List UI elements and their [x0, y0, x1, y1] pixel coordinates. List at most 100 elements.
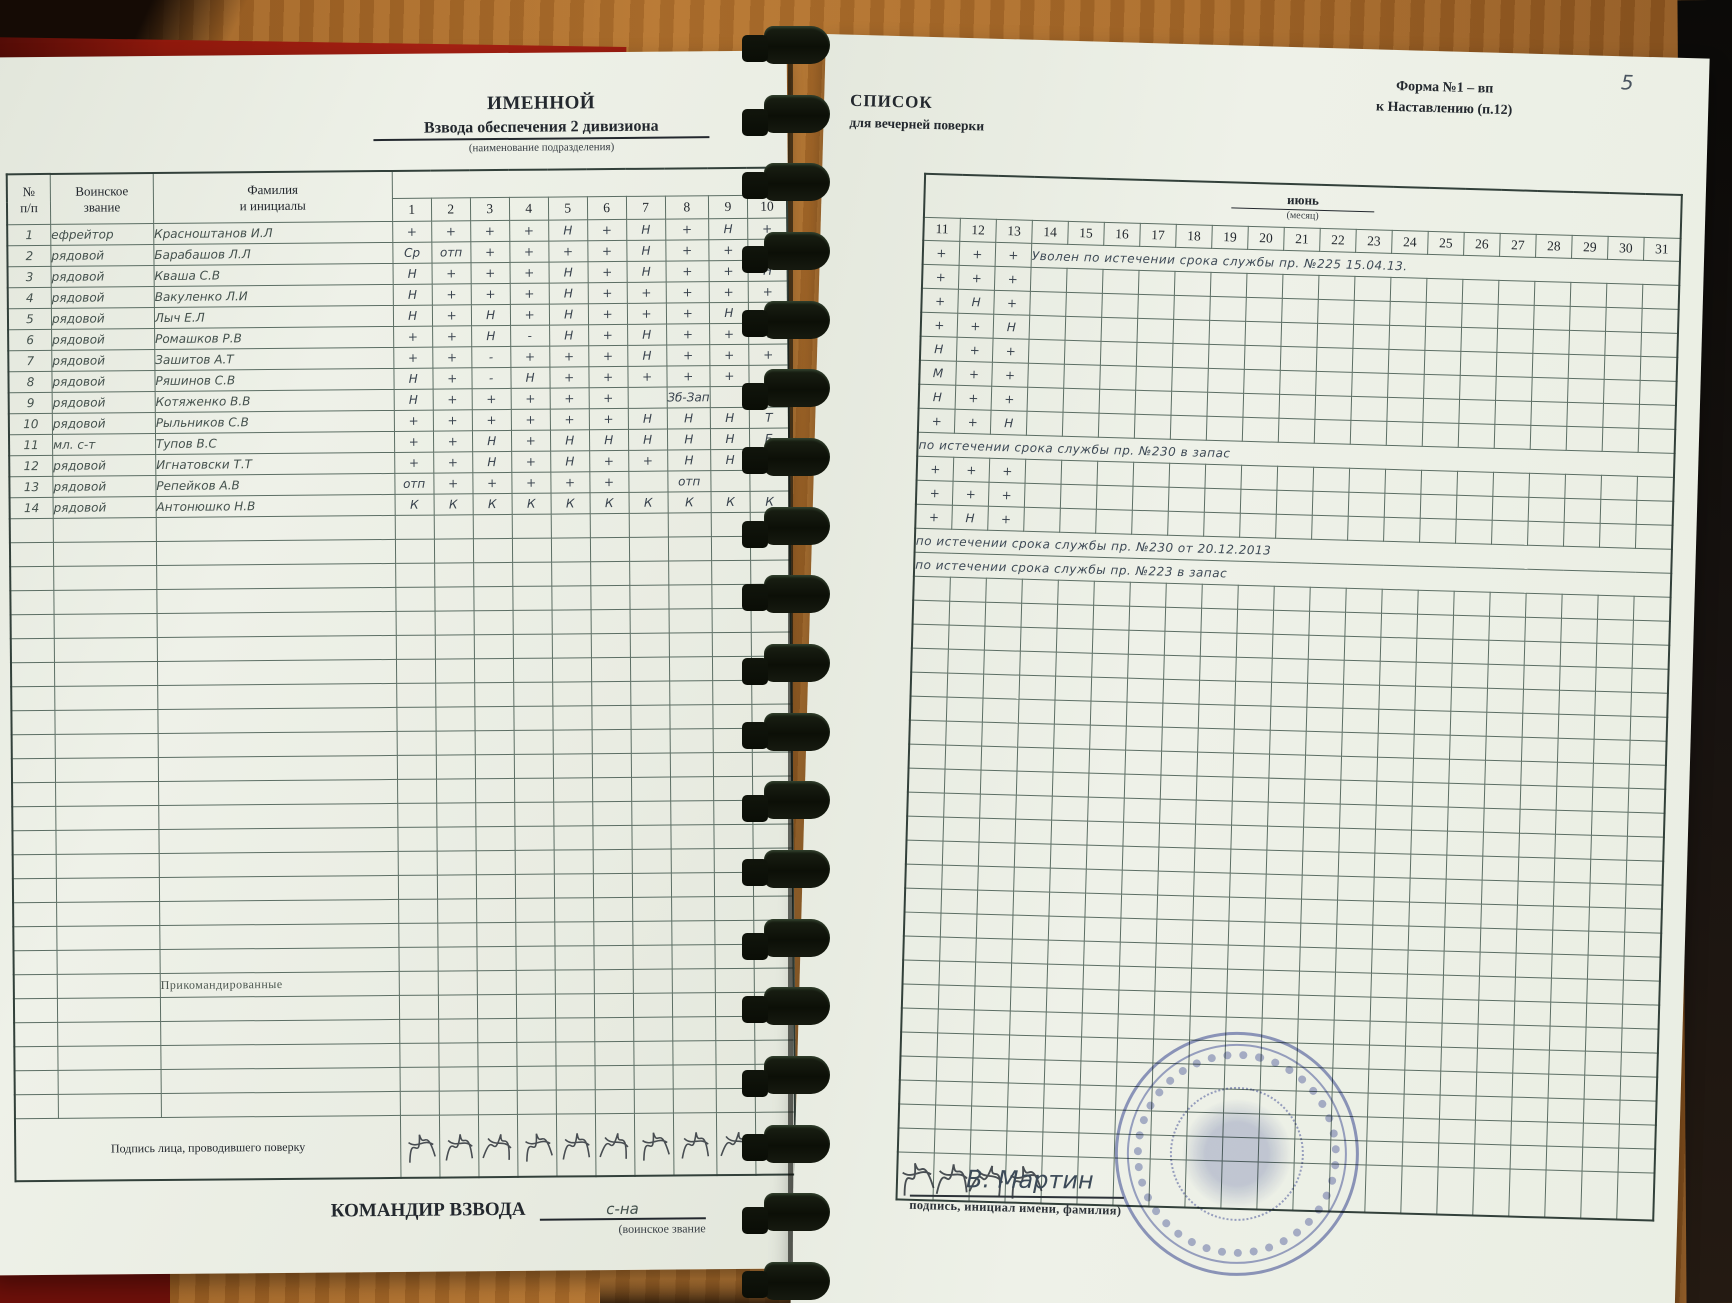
- mark-cell: [1582, 1147, 1619, 1173]
- mark-cell: [1084, 893, 1122, 919]
- mark-cell: [553, 849, 593, 875]
- mark-cell: [901, 984, 939, 1010]
- mark-cell: Н: [918, 384, 956, 410]
- mark-cell: [976, 914, 1013, 940]
- mark-cell: +: [922, 240, 960, 266]
- mark-cell: [1138, 270, 1176, 296]
- mark-cell: [1126, 702, 1163, 728]
- mark-cell: [1240, 465, 1278, 491]
- mark-cell: Н: [627, 408, 668, 430]
- rank-cell: [57, 1069, 162, 1095]
- mark-cell: [1603, 379, 1641, 405]
- mark-cell: [1630, 716, 1668, 742]
- mark-cell: [1128, 630, 1165, 656]
- mark-cell: [1008, 1035, 1046, 1061]
- mark-cell: [1586, 1003, 1623, 1029]
- mark-cell: [902, 960, 940, 986]
- mark-cell: [1344, 636, 1381, 662]
- mark-cell: [1372, 901, 1410, 927]
- mark-cell: [1194, 824, 1232, 850]
- day-number: 22: [1319, 228, 1357, 253]
- mark-cell: [592, 849, 632, 874]
- mark-cell: [1054, 676, 1092, 702]
- mark-cell: [1206, 392, 1244, 418]
- mark-cell: [1265, 874, 1303, 900]
- mark-cell: [899, 1079, 937, 1105]
- mark-cell: [1369, 1021, 1407, 1047]
- mark-cell: [1630, 692, 1668, 718]
- mark-cell: [1525, 593, 1563, 619]
- mark-cell: [1404, 1046, 1442, 1072]
- mark-cell: [1558, 714, 1595, 740]
- mark-cell: [1488, 640, 1525, 666]
- mark-cell: [1626, 836, 1664, 862]
- mark-cell: [1025, 459, 1062, 485]
- mark-cell: [1561, 594, 1599, 620]
- mark-cell: [396, 683, 436, 708]
- mark-cell: [1379, 661, 1417, 687]
- mark-cell: [477, 1042, 517, 1067]
- binding-loop: [742, 643, 838, 686]
- mark-cell: [1093, 581, 1131, 607]
- mark-cell: [1366, 1141, 1403, 1167]
- mark-cell: [435, 682, 475, 708]
- name-cell: [159, 851, 399, 878]
- binding-loop: [742, 575, 838, 617]
- mark-cell: [1280, 346, 1317, 372]
- mark-cell: [629, 585, 669, 610]
- mark-cell: [1636, 500, 1674, 526]
- mark-cell: [935, 1080, 973, 1106]
- mark-cell: [1339, 804, 1377, 830]
- mark-cell: [1596, 619, 1634, 645]
- mark-cell: [1443, 951, 1481, 977]
- form-reference: Форма №1 – вп к Наставлению (п.12): [1294, 73, 1595, 123]
- mark-cell: [1547, 1098, 1585, 1124]
- mark-cell: [1195, 800, 1233, 826]
- mark-cell: [1062, 412, 1100, 438]
- mark-cell: [970, 1105, 1008, 1131]
- mark-cell: [911, 648, 949, 674]
- mark-cell: [1191, 944, 1229, 970]
- mark-cell: [974, 986, 1011, 1012]
- mark-cell: [1373, 877, 1411, 903]
- day-number: 25: [1427, 231, 1465, 256]
- mark-cell: [552, 657, 592, 683]
- mark-cell: [477, 1066, 517, 1091]
- mark-cell: [1482, 832, 1520, 858]
- mark-cell: [1046, 964, 1084, 990]
- mark-cell: [1333, 1020, 1371, 1046]
- mark-cell: [1632, 620, 1670, 646]
- mark-cell: [1204, 488, 1241, 514]
- row-number: 5: [7, 308, 52, 330]
- mark-cell: [629, 609, 669, 634]
- row-number: 7: [8, 350, 52, 372]
- mark-cell: [1028, 339, 1066, 365]
- mark-cell: [1410, 830, 1448, 856]
- mark-cell: [1588, 931, 1625, 957]
- mark-cell: [1412, 758, 1450, 784]
- mark-cell: [1342, 708, 1379, 734]
- row-number: [10, 638, 55, 663]
- binding-loop: [742, 918, 838, 961]
- rank-cell: [57, 1021, 161, 1047]
- page-number-handwritten: 5: [1620, 70, 1635, 95]
- mark-cell: [671, 920, 715, 946]
- mark-cell: [1619, 1100, 1657, 1126]
- row-number: [14, 1070, 59, 1095]
- mark-cell: [1552, 930, 1589, 956]
- mark-cell: [1154, 991, 1191, 1017]
- mark-cell: [1556, 762, 1594, 788]
- mark-cell: [1314, 395, 1352, 421]
- mark-cell: [1476, 1048, 1514, 1074]
- mark-cell: [1170, 415, 1207, 441]
- mark-cell: [1552, 906, 1590, 932]
- mark-cell: [475, 778, 515, 803]
- mark-cell: +: [587, 240, 627, 262]
- mark-cell: [1480, 928, 1517, 954]
- mark-cell: [1013, 867, 1051, 893]
- mark-cell: [1308, 635, 1345, 661]
- mark-cell: [1531, 377, 1569, 403]
- mark-cell: [513, 754, 554, 779]
- mark-cell: [1298, 971, 1336, 997]
- mark-cell: [1061, 460, 1098, 486]
